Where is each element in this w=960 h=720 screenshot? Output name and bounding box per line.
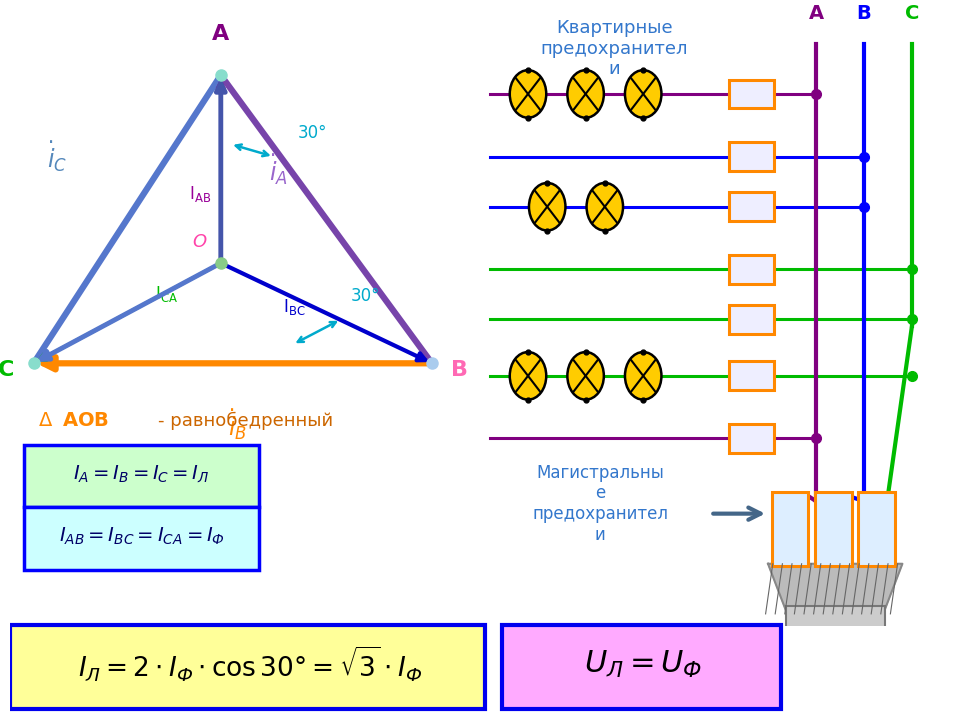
Text: $\mathbf{AOB}$: $\mathbf{AOB}$: [62, 411, 109, 430]
Text: A: A: [212, 24, 229, 44]
FancyBboxPatch shape: [729, 305, 774, 334]
Text: C: C: [905, 4, 919, 23]
Circle shape: [510, 70, 546, 118]
Circle shape: [567, 352, 604, 400]
FancyBboxPatch shape: [858, 492, 895, 566]
Polygon shape: [768, 564, 902, 614]
Text: O: O: [192, 233, 206, 251]
Circle shape: [625, 70, 661, 118]
Text: Квартирные
предохранител
и: Квартирные предохранител и: [540, 19, 688, 78]
FancyBboxPatch shape: [785, 606, 885, 634]
Circle shape: [625, 352, 661, 400]
FancyBboxPatch shape: [729, 79, 774, 109]
Text: B: B: [856, 4, 872, 23]
Text: $\Delta$: $\Delta$: [38, 411, 54, 430]
FancyBboxPatch shape: [729, 255, 774, 284]
Text: $\mathrm{I_{BC}}$: $\mathrm{I_{BC}}$: [283, 297, 305, 317]
Text: - равнобедренный: - равнобедренный: [158, 412, 333, 430]
Text: $\mathit{\dot{i}_C}$: $\mathit{\dot{i}_C}$: [47, 139, 68, 174]
Text: $I_Л = 2 \cdot I_Ф \cdot \cos 30° = \sqrt{3} \cdot I_Ф$: $I_Л = 2 \cdot I_Ф \cdot \cos 30° = \sqr…: [78, 644, 421, 684]
Text: 30°: 30°: [298, 124, 327, 142]
Text: 30°: 30°: [350, 287, 380, 305]
Text: $I_A = I_B = I_C = I_Л$: $I_A = I_B = I_C = I_Л$: [73, 464, 210, 485]
Text: $\mathit{\dot{i}_B}$: $\mathit{\dot{i}_B}$: [228, 408, 247, 442]
Text: C: C: [0, 359, 14, 379]
FancyBboxPatch shape: [10, 625, 485, 709]
Circle shape: [567, 70, 604, 118]
FancyBboxPatch shape: [502, 625, 781, 709]
Text: $\mathrm{I_{CA}}$: $\mathrm{I_{CA}}$: [155, 284, 178, 305]
Circle shape: [529, 183, 565, 230]
FancyBboxPatch shape: [729, 361, 774, 390]
Text: $\mathrm{I_{AB}}$: $\mathrm{I_{AB}}$: [189, 184, 211, 204]
Text: $\mathit{\dot{i}_A}$: $\mathit{\dot{i}_A}$: [269, 152, 288, 186]
Text: B: B: [451, 359, 468, 379]
Circle shape: [587, 183, 623, 230]
FancyBboxPatch shape: [729, 192, 774, 221]
Text: $U_Л = U_Ф$: $U_Л = U_Ф$: [584, 649, 703, 680]
FancyBboxPatch shape: [24, 445, 259, 508]
FancyBboxPatch shape: [815, 492, 852, 566]
FancyBboxPatch shape: [729, 142, 774, 171]
FancyBboxPatch shape: [24, 508, 259, 570]
Circle shape: [510, 352, 546, 400]
FancyBboxPatch shape: [772, 492, 808, 566]
Text: $I_{AB} = I_{BC} = I_{CA} = I_Ф$: $I_{AB} = I_{BC} = I_{CA} = I_Ф$: [59, 526, 225, 547]
Text: Магистральны
е
предохранител
и: Магистральны е предохранител и: [532, 464, 668, 544]
Text: A: A: [808, 4, 824, 23]
FancyBboxPatch shape: [729, 424, 774, 453]
